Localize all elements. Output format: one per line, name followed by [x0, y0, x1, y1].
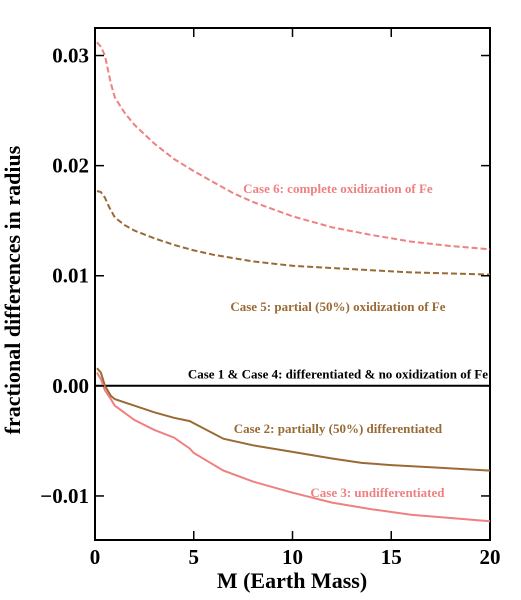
curve-annotation: Case 5: partial (50%) oxidization of Fe — [230, 299, 445, 314]
y-tick-label: 0.01 — [52, 264, 89, 288]
x-tick-label: 20 — [480, 545, 501, 569]
x-tick-label: 0 — [90, 545, 101, 569]
curve-annotation: Case 3: undifferentiated — [310, 485, 445, 500]
x-tick-label: 5 — [189, 545, 200, 569]
series-layer — [95, 41, 491, 523]
annotations-layer: Case 6: complete oxidization of Fe Case 5… — [188, 181, 488, 500]
series-line-4 — [96, 367, 491, 472]
y-tick-label: −0.01 — [40, 484, 89, 508]
y-axis-label: fractional differences in radius — [0, 145, 25, 434]
x-tick-label: 15 — [381, 545, 402, 569]
y-tick-label: 0.00 — [52, 374, 89, 398]
plot-frame — [94, 27, 491, 541]
y-tick-label: 0.02 — [52, 154, 89, 178]
series-line-2 — [96, 190, 491, 276]
ticks-layer: 0 5 10 15 20 −0.01 0.00 0.01 0.02 0.03 — [40, 28, 501, 569]
x-axis-label: M (Earth Mass) — [217, 568, 367, 593]
curve-annotation: Case 6: complete oxidization of Fe — [243, 181, 433, 196]
curve-annotation: Case 1 & Case 4: differentiated & no oxi… — [188, 367, 488, 382]
curve-annotation: Case 2: partially (50%) differentiated — [234, 421, 443, 436]
x-tick-label: 10 — [282, 545, 303, 569]
y-tick-label: 0.03 — [52, 44, 89, 68]
series-line-5 — [96, 372, 491, 523]
series-line-1 — [96, 41, 491, 251]
